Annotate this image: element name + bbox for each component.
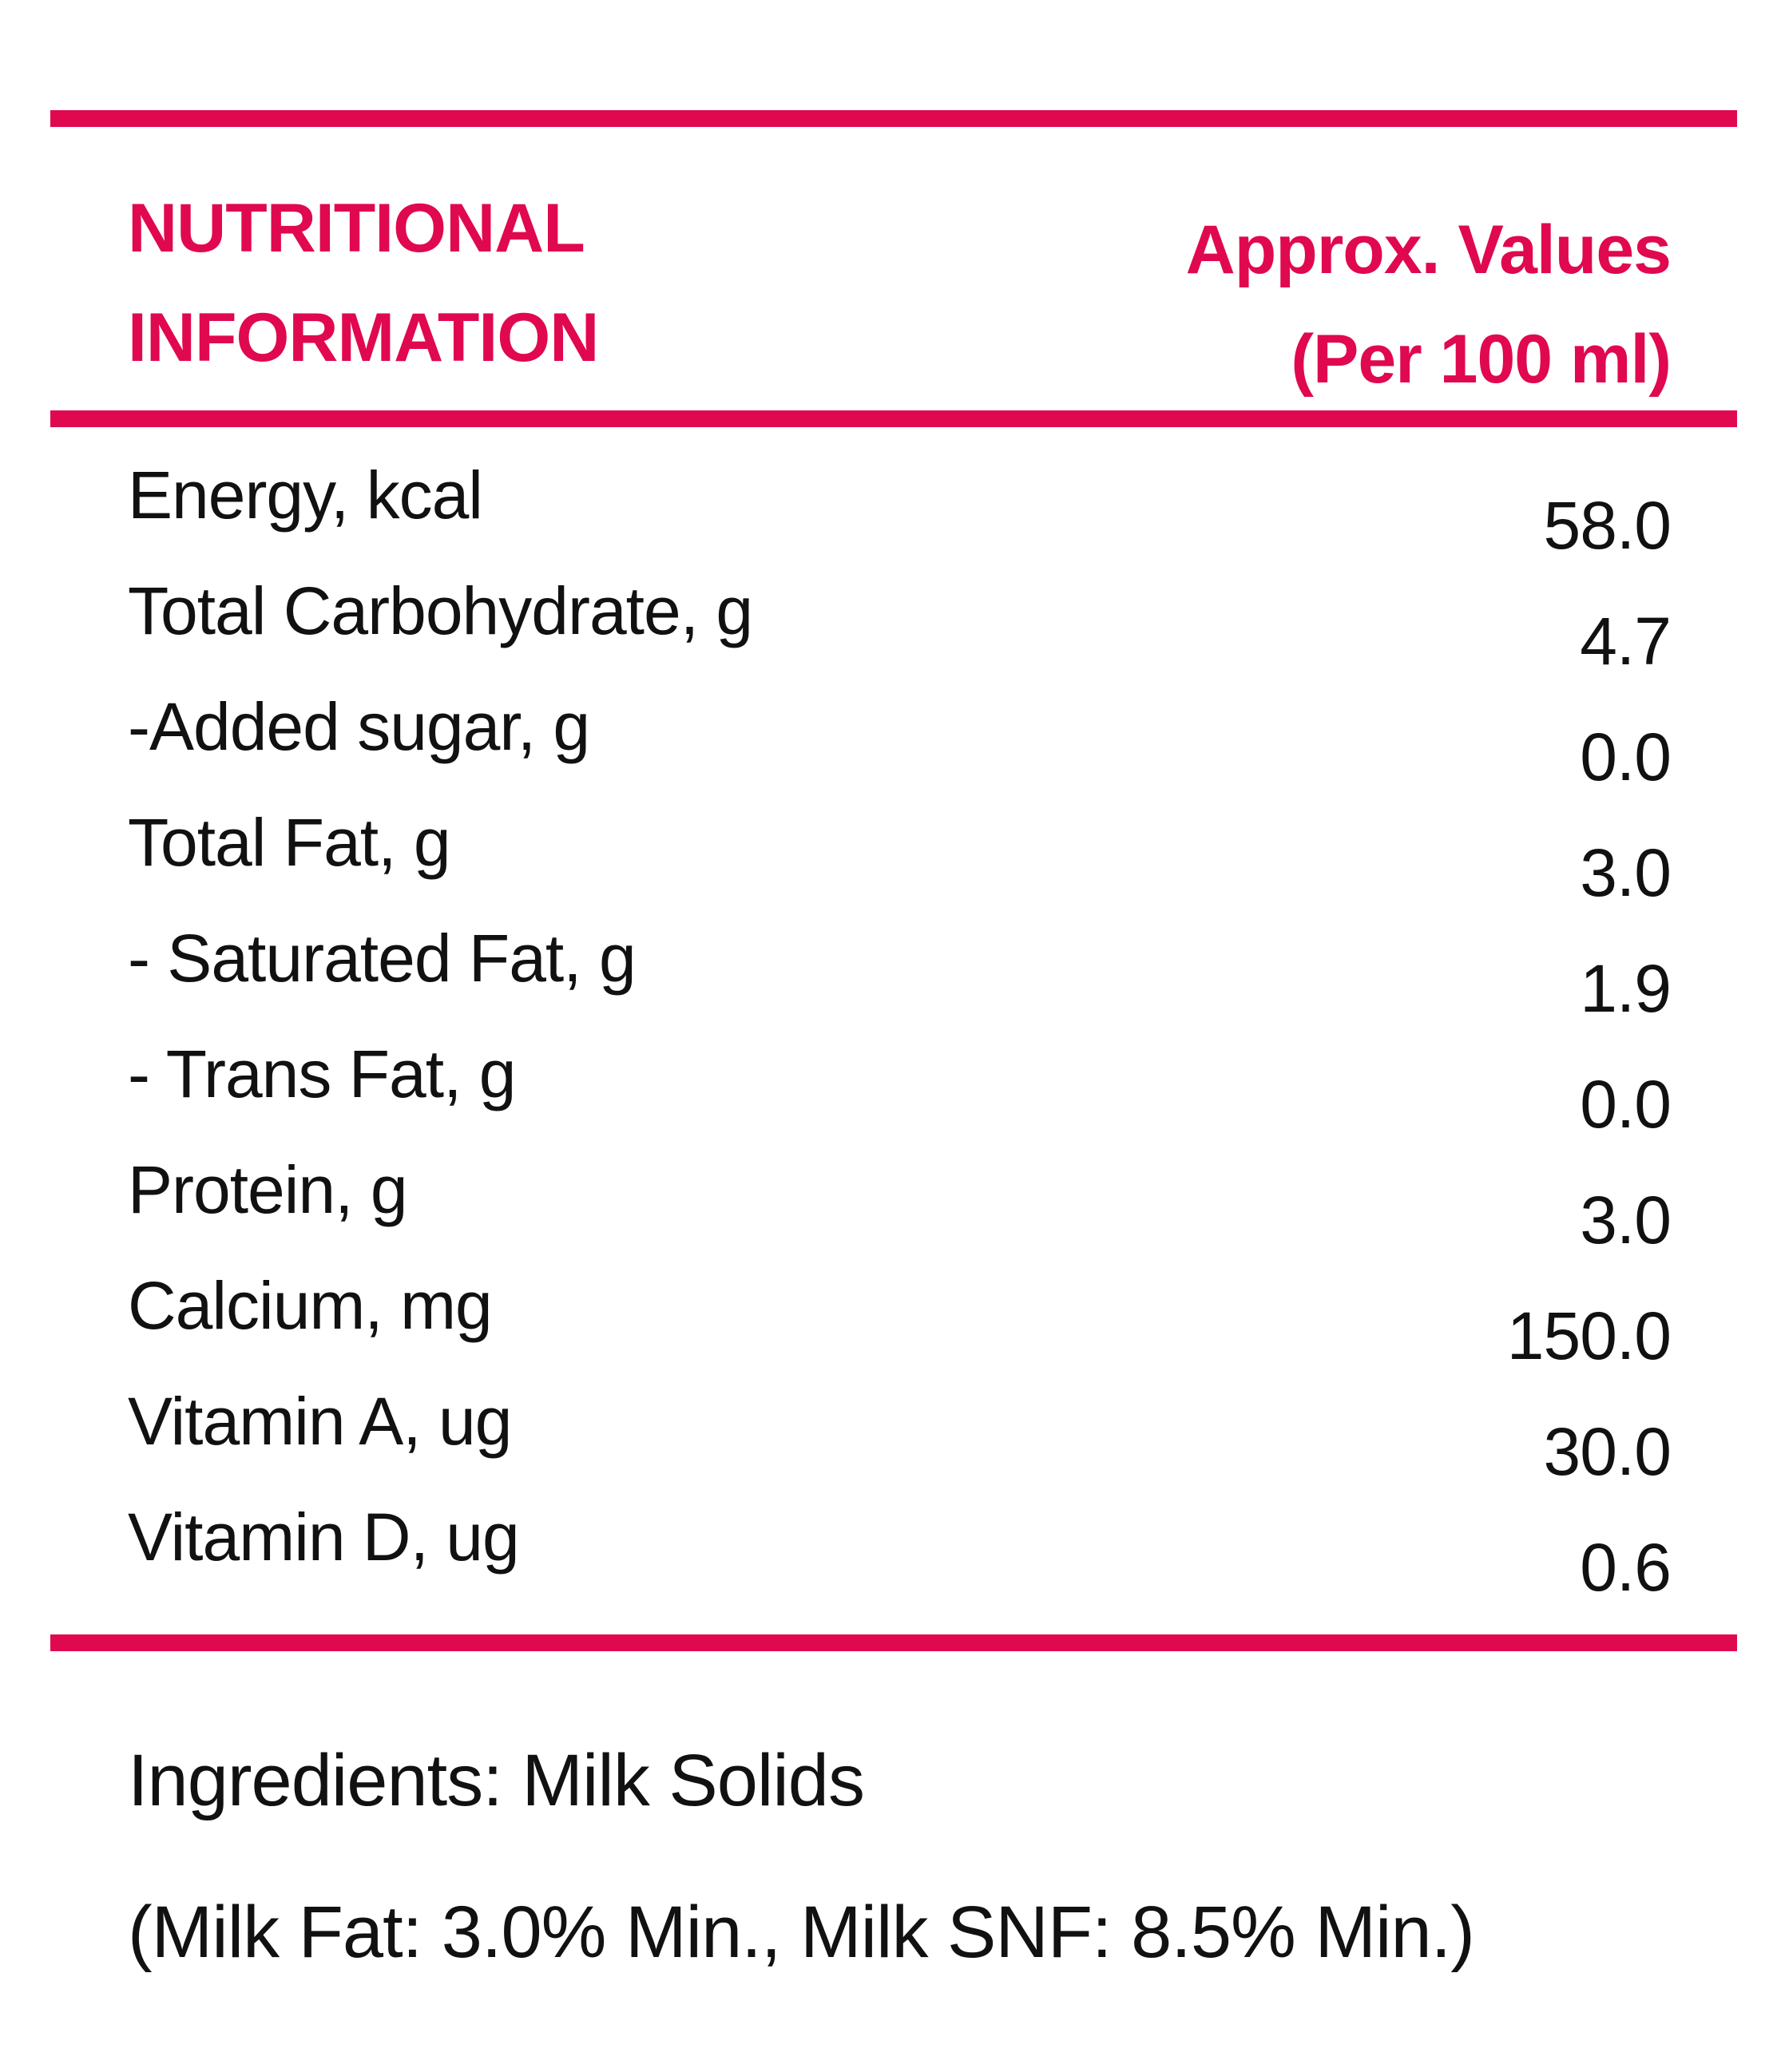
nutrient-value: 58.0 — [1543, 488, 1672, 563]
table-row: Protein, g 3.0 — [128, 1142, 1672, 1258]
nutrient-label: Calcium, mg — [128, 1268, 493, 1343]
nutrient-label: Energy, kcal — [128, 458, 483, 533]
table-row: - Trans Fat, g 0.0 — [128, 1026, 1672, 1142]
nutrient-table: Energy, kcal 58.0 Total Carbohydrate, g … — [128, 447, 1672, 1605]
values-header-line-1: Approx. Values — [1185, 212, 1672, 288]
nutrient-label: -Added sugar, g — [128, 689, 590, 764]
nutrient-value: 4.7 — [1580, 604, 1672, 679]
table-row: Calcium, mg 150.0 — [128, 1258, 1672, 1373]
nutrient-label: Protein, g — [128, 1152, 408, 1227]
nutrient-value: 3.0 — [1580, 835, 1672, 910]
top-divider — [50, 110, 1737, 127]
composition-text: (Milk Fat: 3.0% Min., Milk SNF: 8.5% Min… — [128, 1892, 1475, 1973]
table-row: Energy, kcal 58.0 — [128, 447, 1672, 563]
table-row: -Added sugar, g 0.0 — [128, 679, 1672, 794]
values-header-line-2: (Per 100 ml) — [1291, 321, 1672, 398]
nutrient-value: 150.0 — [1506, 1298, 1672, 1373]
nutrient-value: 3.0 — [1580, 1183, 1672, 1258]
title-line-1: NUTRITIONAL — [128, 190, 585, 267]
table-title: NUTRITIONAL INFORMATION — [128, 174, 847, 393]
nutrient-value: 30.0 — [1543, 1414, 1672, 1489]
table-row: Total Fat, g 3.0 — [128, 794, 1672, 910]
nutrient-label: Vitamin D, ug — [128, 1500, 520, 1575]
table-row: Vitamin D, ug 0.6 — [128, 1489, 1672, 1605]
table-row: - Saturated Fat, g 1.9 — [128, 910, 1672, 1026]
ingredients-text: Ingredients: Milk Solids — [128, 1740, 865, 1821]
nutrient-value: 0.0 — [1580, 719, 1672, 794]
nutrient-label: Total Carbohydrate, g — [128, 573, 753, 648]
nutrient-label: - Trans Fat, g — [128, 1036, 516, 1111]
table-row: Total Carbohydrate, g 4.7 — [128, 563, 1672, 679]
values-column-header: Approx. Values (Per 100 ml) — [952, 196, 1672, 414]
nutrient-label: - Saturated Fat, g — [128, 921, 637, 996]
title-line-2: INFORMATION — [128, 299, 599, 376]
nutrient-value: 0.6 — [1580, 1530, 1672, 1605]
table-row: Vitamin A, ug 30.0 — [128, 1373, 1672, 1489]
nutrient-label: Vitamin A, ug — [128, 1384, 512, 1459]
nutrient-label: Total Fat, g — [128, 805, 451, 880]
bottom-divider — [50, 1634, 1737, 1651]
header-divider — [50, 410, 1737, 427]
nutrient-value: 1.9 — [1580, 951, 1672, 1026]
nutrient-value: 0.0 — [1580, 1067, 1672, 1142]
